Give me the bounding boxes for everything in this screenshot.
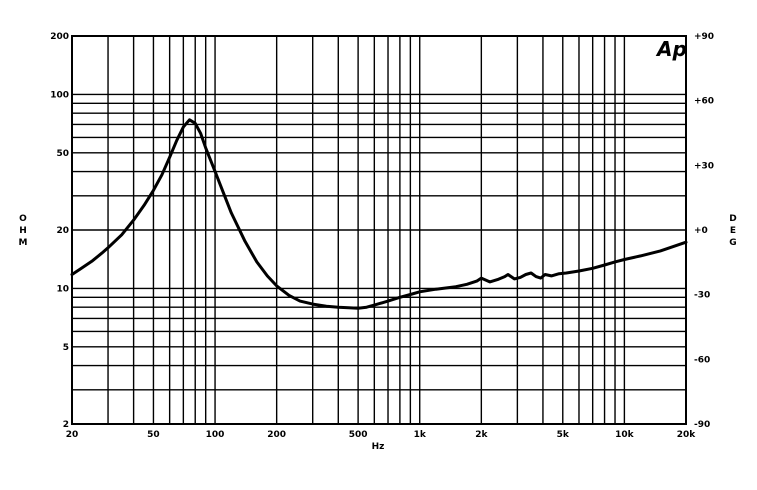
y2-tick-label: -90 [694,420,710,430]
x-tick-label: 10k [615,430,635,440]
y2-tick-label: +90 [694,32,714,42]
y-tick-label: 100 [50,90,69,100]
x-tick-label: 2k [475,430,488,440]
y2-tick-label: +30 [694,161,714,171]
y2-tick-labels: +90 +60 +30 +0 -30 -60 -90 [694,32,714,430]
grid [71,35,687,425]
x-tick-label: 500 [349,430,368,440]
y2-axis-label-letter: D [729,214,736,224]
x-tick-label: 100 [206,430,225,440]
y2-tick-label: +60 [694,97,714,107]
y-tick-label: 200 [50,32,69,42]
x-tick-label: 20k [677,430,697,440]
y-tick-labels: 200 100 50 20 10 5 2 [50,32,69,430]
x-tick-label: 20 [66,430,79,440]
y-axis-label-left: OHM [19,214,28,248]
y2-axis-label-letter: E [730,226,736,236]
plot-frame [71,35,687,425]
impedance-curve [70,118,688,310]
x-axis-label: Hz [372,442,385,452]
x-tick-label: 200 [267,430,286,440]
x-tick-labels: 20 50 100 200 500 1k 2k 5k 10k 20k [66,430,697,440]
y-tick-label: 10 [56,284,69,294]
y2-axis-label-letter: G [729,238,736,248]
y-axis-label-letter: M [19,238,28,248]
x-tick-label: 5k [557,430,570,440]
y-tick-label: 20 [56,226,69,236]
y2-tick-label: -30 [694,291,710,301]
y-tick-label: 2 [63,420,69,430]
y2-tick-label: +0 [694,226,708,236]
y2-tick-label: -60 [694,355,710,365]
y-tick-label: 50 [56,149,69,159]
y-tick-label: 5 [63,343,69,353]
y-axis-label-letter: H [19,226,27,236]
ap-logo: Ap [655,37,687,61]
y-axis-label-right: DEG [729,214,736,248]
y-axis-label-letter: O [19,214,27,224]
series-group [70,118,688,310]
x-tick-label: 50 [147,430,160,440]
x-tick-label: 1k [414,430,427,440]
